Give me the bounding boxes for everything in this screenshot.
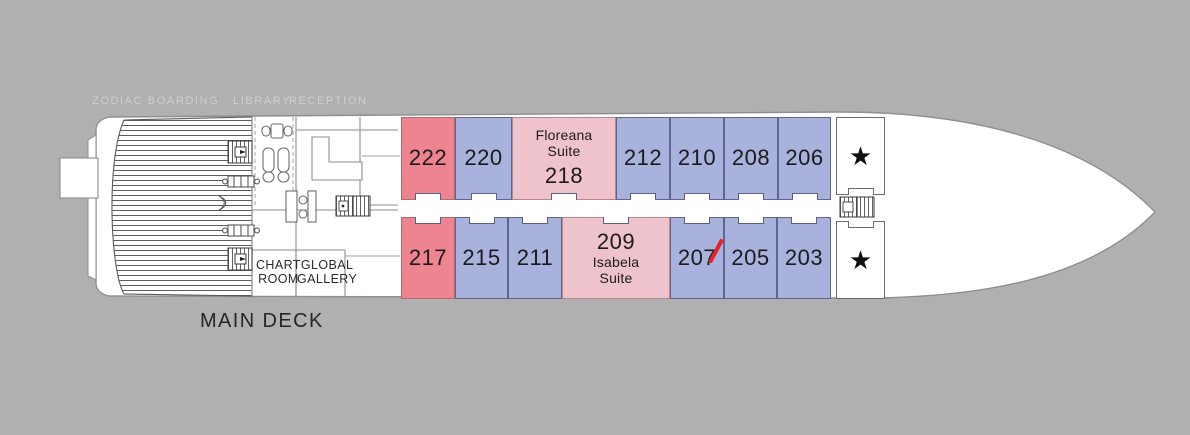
cabin-218-floreana-suite[interactable]: Floreana Suite 218 <box>512 117 616 200</box>
cabin-212-door <box>630 193 656 200</box>
public-space-bottom-door <box>848 221 874 228</box>
cabin-222-number: 222 <box>408 145 448 171</box>
area-label-reception: RECEPTION <box>289 95 368 107</box>
room-label-chart-room: CHART ROOM <box>256 258 301 286</box>
cabin-217-door <box>415 217 441 224</box>
stairs-icon-center <box>335 195 371 217</box>
cabin-208[interactable]: 208 <box>724 117 778 200</box>
global-gallery-line2: GALLERY <box>297 272 358 286</box>
cabin-215-number: 215 <box>462 244 501 270</box>
cabin-217-number: 217 <box>408 244 448 270</box>
cabin-212-number: 212 <box>623 145 663 171</box>
cabin-206[interactable]: 206 <box>778 117 831 200</box>
cabin-211-number: 211 <box>516 244 554 270</box>
cabin-205-number: 205 <box>731 244 770 270</box>
deck-title: MAIN DECK <box>200 310 324 332</box>
cabin-209-door <box>603 217 629 224</box>
cabin-211[interactable]: 211 <box>508 217 562 299</box>
star-icon: ★ <box>848 141 873 171</box>
cabin-210-door <box>684 193 710 200</box>
swim-platform <box>59 157 99 199</box>
cabin-208-number: 208 <box>731 145 771 171</box>
cabin-206-number: 206 <box>785 145 824 171</box>
cabin-203-door <box>791 217 817 224</box>
cabin-207-door <box>684 217 710 224</box>
cabin-218-suite-line2: Suite <box>547 142 581 159</box>
room-label-global-gallery: GLOBAL GALLERY <box>297 258 357 286</box>
chart-room-furniture <box>285 190 317 223</box>
cabin-209-suite-line1: Isabela <box>592 254 640 271</box>
cabin-218-suite-line1: Floreana <box>535 127 593 144</box>
cabin-222-door <box>415 193 441 200</box>
stairs-icon-aft-lower <box>227 247 253 271</box>
hull-outline <box>87 111 1156 299</box>
global-gallery-line1: GLOBAL <box>300 258 354 272</box>
cabin-217[interactable]: 217 <box>401 217 455 299</box>
cabin-208-door <box>738 193 764 200</box>
cabin-209-number: 209 <box>596 228 636 254</box>
cabin-222[interactable]: 222 <box>401 117 455 200</box>
zodiac-boarding-deck <box>111 116 253 297</box>
cabin-203-number: 203 <box>784 244 824 270</box>
cabin-205-door <box>738 217 764 224</box>
cabin-212[interactable]: 212 <box>616 117 670 200</box>
public-space-top-star[interactable]: ★ <box>836 117 885 195</box>
stairs-icon-aft-upper <box>227 140 253 164</box>
chart-room-line2: ROOM <box>258 272 299 286</box>
reception-desk <box>311 136 363 181</box>
cabin-206-door <box>792 193 818 200</box>
cabin-215-door <box>469 217 495 224</box>
cabin-209-suite-line2: Suite <box>599 269 633 286</box>
cabin-209-isabela-suite[interactable]: 209 Isabela Suite <box>562 217 670 299</box>
cabin-207[interactable]: 207 <box>670 217 724 299</box>
cabin-218-door <box>551 193 577 200</box>
area-label-library: LIBRARY <box>233 95 292 107</box>
cabin-210-number: 210 <box>677 145 717 171</box>
cabin-220-door <box>471 193 497 200</box>
zone-dividers <box>254 117 294 205</box>
tender-symbols <box>218 175 260 237</box>
cabin-203[interactable]: 203 <box>777 217 831 299</box>
cabin-211-door <box>522 217 548 224</box>
area-label-zodiac-boarding: ZODIAC BOARDING <box>92 95 220 107</box>
public-space-bottom-star[interactable]: ★ <box>836 221 885 299</box>
stairs-icon-forward <box>839 196 875 218</box>
cabin-220-number: 220 <box>464 145 503 171</box>
cabin-205[interactable]: 205 <box>724 217 777 299</box>
cabin-215[interactable]: 215 <box>455 217 508 299</box>
star-icon: ★ <box>848 245 873 275</box>
cabin-210[interactable]: 210 <box>670 117 724 200</box>
library-furniture <box>261 123 293 183</box>
public-space-top-door <box>848 188 874 195</box>
cabin-218-number: 218 <box>544 163 584 189</box>
chart-room-line1: CHART <box>256 258 301 272</box>
corridor-lines <box>345 155 400 257</box>
cabin-220[interactable]: 220 <box>455 117 512 200</box>
